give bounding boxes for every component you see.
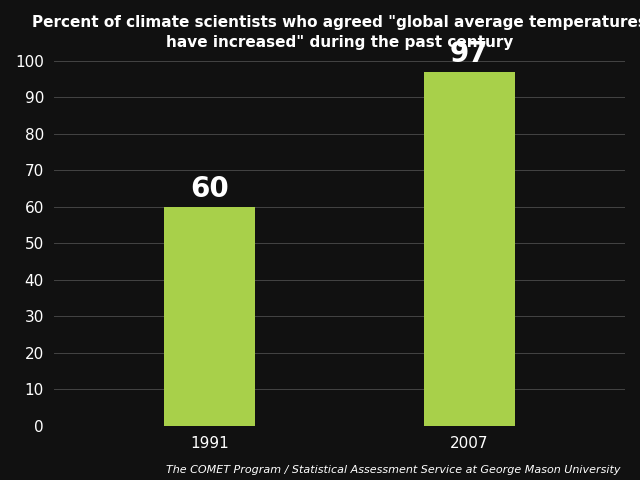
Bar — [424, 72, 515, 426]
Text: 97: 97 — [450, 40, 488, 68]
Text: 60: 60 — [190, 175, 229, 203]
Text: The COMET Program / Statistical Assessment Service at George Mason University: The COMET Program / Statistical Assessme… — [166, 465, 621, 475]
Bar — [164, 207, 255, 426]
Title: Percent of climate scientists who agreed "global average temperatures
have incre: Percent of climate scientists who agreed… — [32, 15, 640, 50]
